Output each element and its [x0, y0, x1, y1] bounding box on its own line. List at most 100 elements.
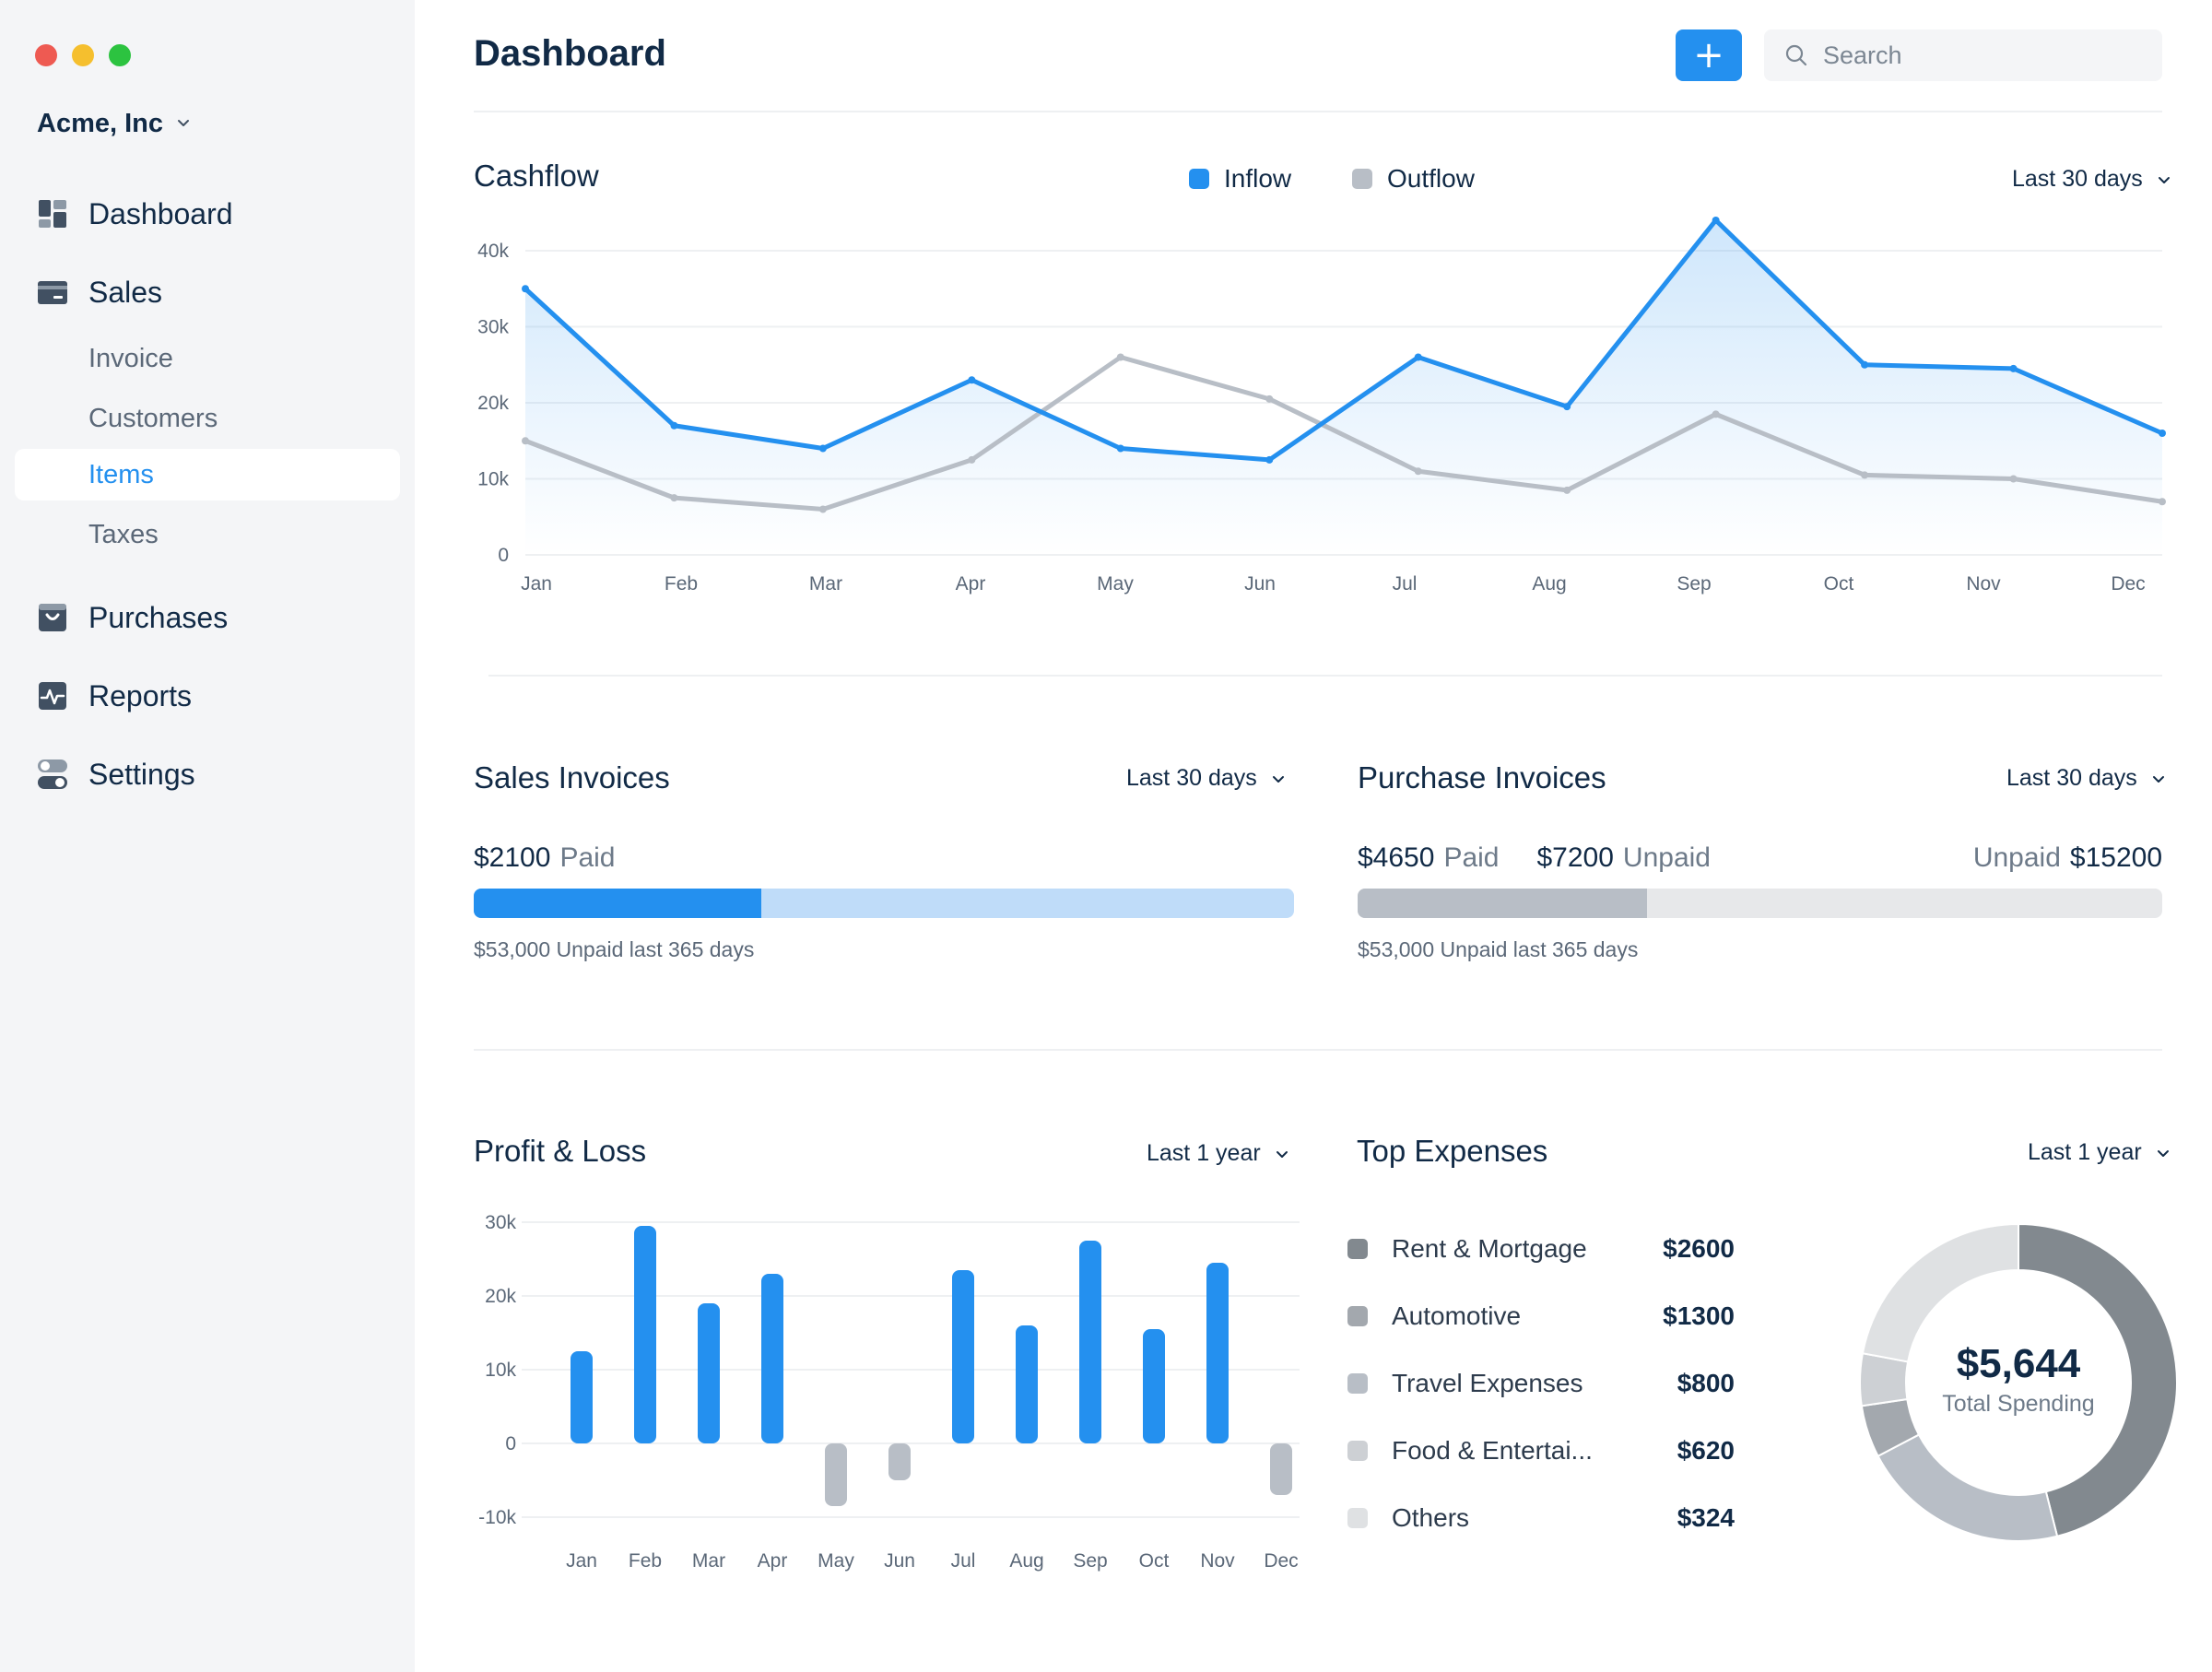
pl-bar: [1016, 1325, 1038, 1443]
sidebar-item-dashboard[interactable]: Dashboard: [37, 186, 233, 241]
x-tick-label: Apr: [758, 1550, 788, 1572]
minimize-window-button[interactable]: [72, 44, 94, 66]
expense-name: Automotive: [1392, 1301, 1522, 1330]
sidebar-item-purchases[interactable]: Purchases: [37, 590, 228, 645]
pl-bar: [1206, 1263, 1229, 1443]
expense-name: Travel Expenses: [1392, 1369, 1583, 1397]
expense-swatch: [1347, 1508, 1368, 1528]
expense-row: Others $324: [1347, 1500, 1735, 1537]
expense-row: Automotive $1300: [1347, 1298, 1735, 1335]
purchase-unpaid-amount: Unpaid $15200: [1973, 842, 2162, 874]
inflow-point: [818, 444, 827, 453]
expense-swatch: [1347, 1373, 1368, 1394]
sales-unpaid-note: $53,000 Unpaid last 365 days: [474, 937, 755, 961]
page-title: Dashboard: [474, 33, 666, 74]
purchase-progress-fill: [1358, 889, 1648, 918]
search-box[interactable]: [1764, 29, 2162, 81]
cashflow-range-dropdown[interactable]: Last 30 days: [2012, 166, 2172, 193]
amount-value: $15200: [2069, 842, 2162, 873]
x-tick-label: May: [1097, 573, 1134, 595]
amount-value: $4650: [1358, 842, 1435, 873]
purchase-progress-bar: [1358, 889, 2162, 918]
profit-loss-range-dropdown[interactable]: Last 1 year: [1147, 1140, 1290, 1167]
chevron-down-icon: [1276, 1150, 1288, 1158]
sidebar-subitem-items[interactable]: Items: [88, 450, 154, 500]
inflow-point: [522, 285, 529, 293]
chevron-down-icon: [2157, 1149, 2169, 1157]
outflow-point: [968, 455, 976, 464]
inflow-point: [968, 376, 976, 384]
expense-amount: $324: [1677, 1503, 1735, 1532]
x-tick-label: Jul: [951, 1550, 976, 1572]
total-spending-label: Total Spending: [1942, 1391, 2095, 1417]
outflow-point: [1563, 486, 1571, 494]
pl-bar: [634, 1226, 656, 1443]
company-name: Acme, Inc: [37, 109, 163, 138]
x-tick-label: Jul: [1393, 573, 1418, 595]
pl-bar: [698, 1303, 720, 1443]
cashflow-title: Cashflow: [474, 159, 599, 193]
window-controls: [35, 44, 131, 66]
sidebar-item-sales[interactable]: Sales: [37, 265, 162, 320]
expense-name: Others: [1392, 1503, 1470, 1532]
x-tick-label: Oct: [1824, 573, 1854, 595]
expense-name: Food & Entertai...: [1392, 1436, 1593, 1465]
search-icon: [1785, 44, 1807, 66]
y-tick-label: -10k: [478, 1507, 516, 1528]
chevron-down-icon: [178, 119, 189, 126]
x-tick-label: Jan: [521, 573, 552, 595]
section-divider: [474, 1049, 2162, 1051]
sidebar-subitem-invoice[interactable]: Invoice: [88, 334, 173, 383]
outflow-point: [1116, 353, 1124, 361]
pl-bar: [888, 1443, 911, 1480]
expense-row: Food & Entertai... $620: [1347, 1432, 1735, 1469]
sidebar: Acme, Inc Dashboard: [0, 0, 415, 1672]
sidebar-item-label: Dashboard: [88, 196, 233, 230]
inflow-point: [1414, 353, 1422, 361]
x-tick-label: Aug: [1009, 1550, 1043, 1572]
maximize-window-button[interactable]: [109, 44, 131, 66]
inflow-point: [1861, 360, 1869, 369]
dropdown-label: Last 1 year: [1147, 1140, 1261, 1166]
legend-label: Outflow: [1387, 164, 1475, 193]
main-content: Dashboard + Cashflow Inflow Outflow Last…: [415, 0, 2212, 1672]
sidebar-item-label: Purchases: [88, 600, 229, 634]
chevron-down-icon: [2158, 176, 2170, 183]
inflow-point: [2009, 364, 2018, 372]
close-window-button[interactable]: [35, 44, 57, 66]
search-input[interactable]: [1823, 41, 2155, 70]
sidebar-item-reports[interactable]: Reports: [37, 668, 192, 724]
pl-bar: [1270, 1443, 1292, 1495]
top-expenses-range-dropdown[interactable]: Last 1 year: [2028, 1139, 2171, 1166]
donut-slice: [2018, 1222, 2178, 1537]
x-tick-label: Mar: [692, 1550, 725, 1572]
x-tick-label: Sep: [1677, 573, 1711, 595]
donut-slice: [1861, 1222, 2019, 1363]
purchase-invoices-range-dropdown[interactable]: Last 30 days: [2006, 765, 2167, 792]
inflow-line: [523, 218, 2165, 463]
sales-invoices-range-dropdown[interactable]: Last 30 days: [1126, 765, 1287, 792]
company-switcher[interactable]: Acme, Inc: [37, 109, 191, 139]
amount-label: Paid: [1443, 842, 1500, 873]
donut-center: $5,644 Total Spending: [1908, 1341, 2129, 1418]
sidebar-subitem-label: Items: [88, 459, 154, 489]
inflow-point: [1712, 217, 1720, 224]
sidebar-item-settings[interactable]: Settings: [37, 747, 195, 802]
sidebar-subitem-customers[interactable]: Customers: [88, 394, 218, 443]
profit-loss-title: Profit & Loss: [474, 1134, 647, 1168]
sales-paid-amount: $2100 Paid: [474, 842, 615, 874]
expense-swatch: [1347, 1441, 1368, 1461]
top-expenses-donut-chart: [1859, 1222, 2178, 1542]
sidebar-subitem-taxes[interactable]: Taxes: [88, 510, 159, 559]
amount-value: $7200: [1536, 842, 1614, 873]
y-tick-label: 30k: [485, 1212, 516, 1233]
add-button[interactable]: +: [1676, 29, 1742, 81]
amount-label: Unpaid: [1972, 842, 2061, 873]
donut-slice: [1877, 1433, 2059, 1542]
outflow-point: [818, 505, 827, 513]
x-tick-label: Jun: [1244, 573, 1276, 595]
chevron-down-icon: [1272, 775, 1284, 783]
expense-row: Travel Expenses $800: [1347, 1365, 1735, 1402]
inflow-swatch: [1189, 169, 1209, 189]
